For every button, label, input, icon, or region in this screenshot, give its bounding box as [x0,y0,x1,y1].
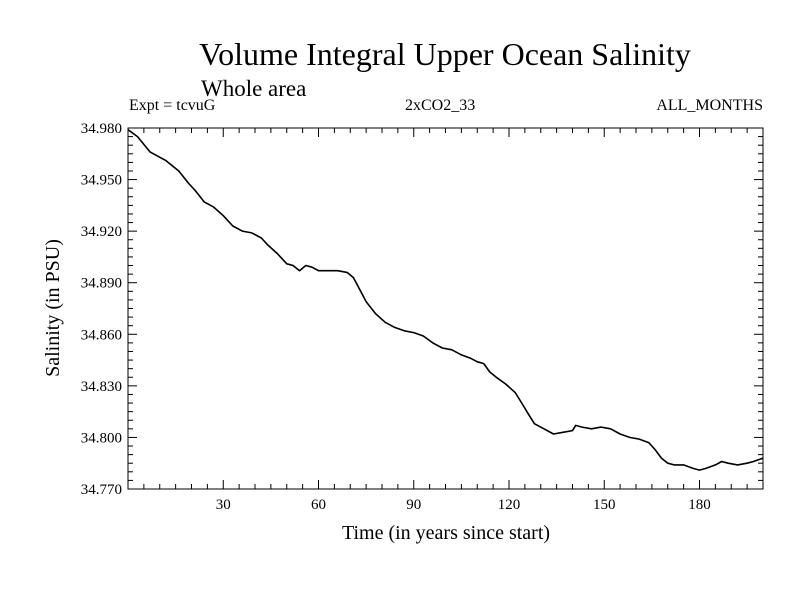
axis-tick-labels: 30 60 90 120 150 180 34.770 34.800 34.830 34.860 3… [81,121,711,513]
y-tick-label: 34.770 [81,482,122,498]
y-tick-label: 34.920 [81,224,122,240]
experiment-label: Expt = tcvuG [129,97,216,114]
y-tick-label: 34.800 [81,430,122,446]
x-tick-label: 150 [593,497,616,513]
y-tick-label: 34.980 [81,121,122,137]
x-tick-label: 60 [311,497,326,513]
x-tick-label: 90 [406,497,421,513]
y-tick-label: 34.860 [81,327,122,343]
x-axis-label: Time (in years since start) [342,522,550,544]
plot-frame [127,127,764,490]
scenario-label: 2xCO2_33 [405,97,476,114]
x-tick-label: 30 [216,497,231,513]
x-tick-label: 120 [498,497,521,513]
y-tick-label: 34.890 [81,276,122,292]
y-tick-label: 34.830 [81,379,122,395]
chart-subtitle: Whole area [201,76,307,101]
chart-title: Volume Integral Upper Ocean Salinity [199,36,691,72]
y-axis-label: Salinity (in PSU) [42,239,64,377]
x-tick-label: 180 [688,497,711,513]
months-label: ALL_MONTHS [656,97,763,114]
y-tick-label: 34.950 [81,173,122,189]
axis-ticks [128,128,763,489]
salinity-series-line [127,129,764,471]
